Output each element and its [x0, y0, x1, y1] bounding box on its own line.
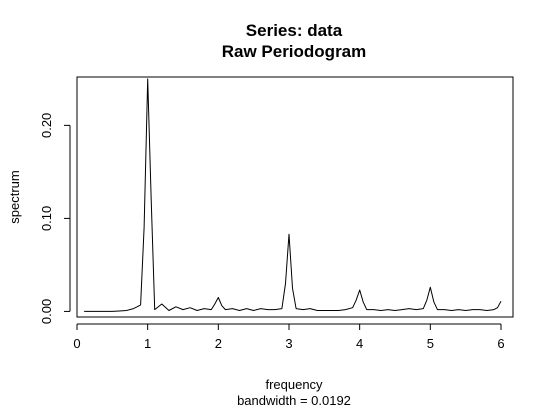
- x-tick-label: 6: [497, 336, 504, 351]
- plot-frame: [76, 76, 514, 318]
- x-tick-label: 2: [215, 336, 222, 351]
- x-tick-label: 5: [427, 336, 434, 351]
- x-tick-label: 0: [73, 336, 80, 351]
- x-axis: 0 1 2 3 4 5 6: [73, 323, 505, 351]
- y-tick-label: 0.10: [39, 206, 54, 231]
- x-tick-label: 1: [144, 336, 151, 351]
- x-axis-label: frequency: [265, 377, 323, 392]
- x-tick-label: 3: [285, 336, 292, 351]
- series-line: [84, 78, 502, 312]
- x-tick-label: 4: [356, 336, 363, 351]
- y-tick-label: 0.00: [39, 299, 54, 324]
- x-axis-sublabel: bandwidth = 0.0192: [237, 393, 351, 408]
- y-axis-label: spectrum: [7, 170, 22, 223]
- chart-subtitle: Raw Periodogram: [222, 42, 367, 61]
- y-axis: 0.00 0.10 0.20: [39, 113, 71, 324]
- series-layer: [84, 78, 502, 312]
- chart-title: Series: data: [246, 21, 343, 40]
- y-tick-label: 0.20: [39, 113, 54, 138]
